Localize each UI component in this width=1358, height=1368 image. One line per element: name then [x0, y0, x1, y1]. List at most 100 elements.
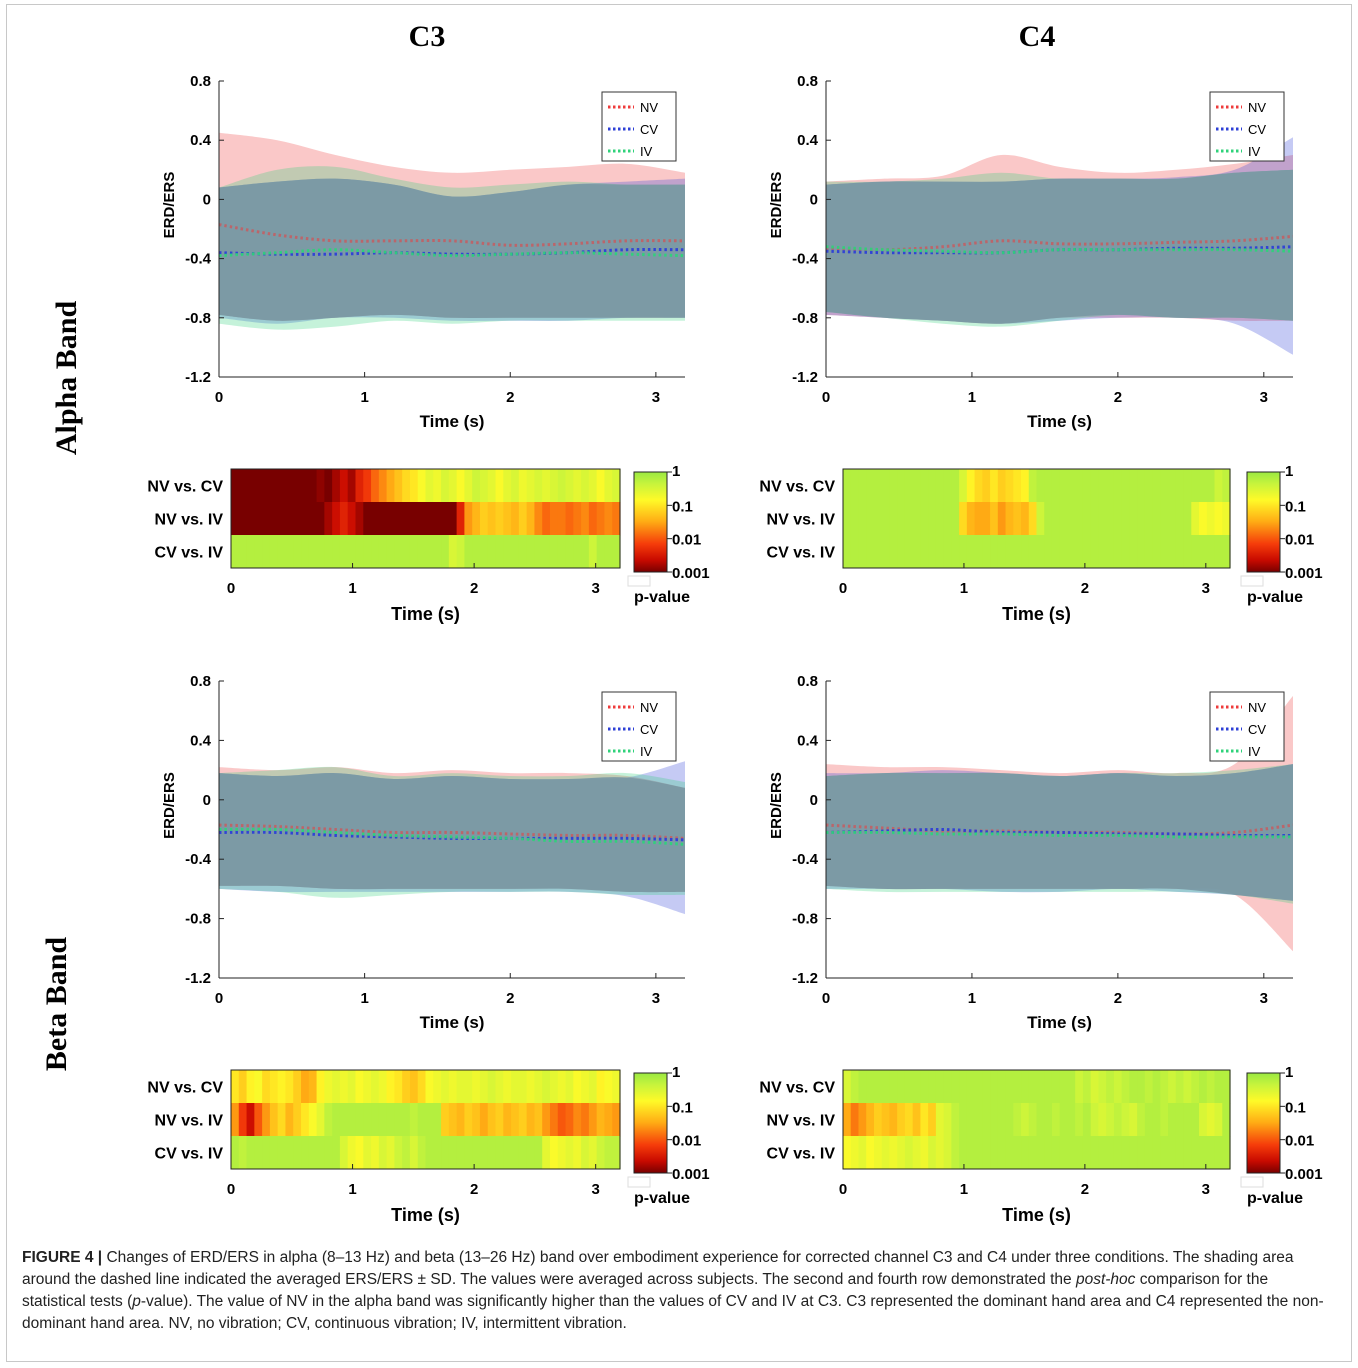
heatmap-cell — [479, 469, 489, 503]
heatmap-cell — [557, 1070, 567, 1104]
heatmap-cell — [1082, 469, 1092, 503]
heatmap-cell — [433, 535, 442, 569]
heatmap-cell — [262, 1136, 271, 1170]
y-tick-label: 0.4 — [797, 132, 819, 149]
heatmap-cell — [285, 1070, 294, 1104]
heatmap-cell — [1175, 1070, 1185, 1104]
heatmap-cell — [881, 1103, 891, 1137]
heatmap-cell — [1160, 1070, 1169, 1104]
heatmap-cell — [549, 535, 559, 569]
heatmap-cell — [1036, 1103, 1045, 1137]
heatmap-cell — [912, 469, 921, 503]
legend-label-iv: IV — [640, 144, 653, 159]
heatmap-cell — [966, 1070, 976, 1104]
heatmap-cell — [1059, 1070, 1069, 1104]
heatmap-cell — [1137, 502, 1146, 536]
heatmap-cell — [873, 469, 883, 503]
heatmap-cell — [588, 1136, 598, 1170]
mean-line-iv — [219, 248, 685, 258]
heatmap-cell — [1144, 535, 1154, 569]
heatmap-cell — [565, 1103, 574, 1137]
heatmap-cell — [324, 1103, 333, 1137]
heatmap-cell — [1160, 502, 1169, 536]
comparison-label: NV vs. IV — [767, 512, 836, 529]
heatmap-cell — [889, 1136, 898, 1170]
caption-label: FIGURE 4 | — [22, 1249, 103, 1266]
heatmap-cell — [1036, 1136, 1045, 1170]
heatmap-cell — [347, 1103, 357, 1137]
heatmap-cell — [549, 502, 559, 536]
mean-line-iv — [826, 245, 1293, 255]
heatmap-cell — [897, 1136, 906, 1170]
heatmap-cell — [1082, 535, 1092, 569]
heatmap-cell — [1067, 502, 1076, 536]
x-tick-label: 1 — [348, 1181, 356, 1198]
heatmap-cell — [347, 502, 357, 536]
heatmap-cell — [581, 535, 590, 569]
heatmap-cell — [394, 502, 403, 536]
heatmap-cell — [456, 535, 465, 569]
heatmap-cell — [316, 1103, 325, 1137]
heatmap-cell — [402, 469, 411, 503]
heatmap-cell — [1144, 469, 1154, 503]
heatmap-cell — [1168, 1070, 1177, 1104]
heatmap-cell — [277, 535, 287, 569]
heatmap-cell — [850, 502, 860, 536]
colorbar-tick-label: 0.01 — [672, 1133, 701, 1150]
heatmap-cell — [1168, 502, 1177, 536]
heatmap-cell — [1021, 469, 1030, 503]
heatmap-cell — [417, 469, 427, 503]
x-tick-label: 3 — [592, 1181, 600, 1198]
heatmap-cell — [285, 469, 294, 503]
heatmap-cell — [402, 502, 411, 536]
heatmap-cell — [588, 469, 598, 503]
y-tick-label: -0.8 — [185, 911, 211, 928]
column-title-c3: C3 — [409, 20, 446, 53]
heatmap-cell — [997, 1070, 1007, 1104]
heatmap-cell — [565, 469, 574, 503]
heatmap-cell — [1206, 469, 1216, 503]
heatmap-cell — [1113, 1103, 1123, 1137]
sd-overlap — [826, 764, 1293, 901]
heatmap-cell — [324, 502, 333, 536]
heatmap-cell — [604, 502, 613, 536]
heatmap-cell — [518, 1070, 528, 1104]
heatmap-cell — [866, 502, 875, 536]
heatmap-cell — [997, 1103, 1007, 1137]
heatmap-cell — [402, 535, 411, 569]
heatmap-cell — [526, 1103, 536, 1137]
colorbar-tick-label: 0.1 — [1285, 1099, 1306, 1116]
colorbar: 1 0.1 0.01 0.001 p-value — [627, 463, 710, 606]
heatmap-cell — [464, 469, 473, 503]
heatmap-cell — [920, 1103, 929, 1137]
heatmap-cell — [487, 1103, 497, 1137]
heatmap-cell — [951, 1136, 960, 1170]
heatmap-cell — [534, 469, 543, 503]
heatmap-cell — [479, 1103, 489, 1137]
heatmap-cell — [394, 535, 403, 569]
heatmap-cell — [982, 535, 991, 569]
heatmap-cell — [588, 1103, 598, 1137]
x-axis-label: Time (s) — [420, 412, 485, 431]
heatmap-cell — [1160, 1103, 1169, 1137]
y-tick-label: -0.4 — [792, 251, 819, 268]
heatmap-cell — [904, 1136, 914, 1170]
heatmap-cell — [943, 1070, 952, 1104]
heatmap-cell — [339, 1070, 349, 1104]
heatmap-cell — [479, 1136, 489, 1170]
heatmap-cell — [448, 535, 458, 569]
heatmap-cell — [332, 535, 341, 569]
heatmap-cell — [487, 469, 497, 503]
heatmap-cell — [990, 535, 999, 569]
heatmap-cell — [858, 535, 867, 569]
heatmap-cell — [1021, 1136, 1030, 1170]
heatmap-cell — [966, 535, 976, 569]
heatmap-cell — [1090, 1070, 1100, 1104]
legend-label-nv: NV — [640, 700, 658, 715]
heatmap-cell — [316, 469, 325, 503]
heatmap-cell — [1067, 469, 1076, 503]
heatmap-cell — [1036, 535, 1045, 569]
heatmap-cell — [1013, 535, 1022, 569]
heatmap-cell — [495, 1103, 504, 1137]
heatmap-cell — [1082, 502, 1092, 536]
